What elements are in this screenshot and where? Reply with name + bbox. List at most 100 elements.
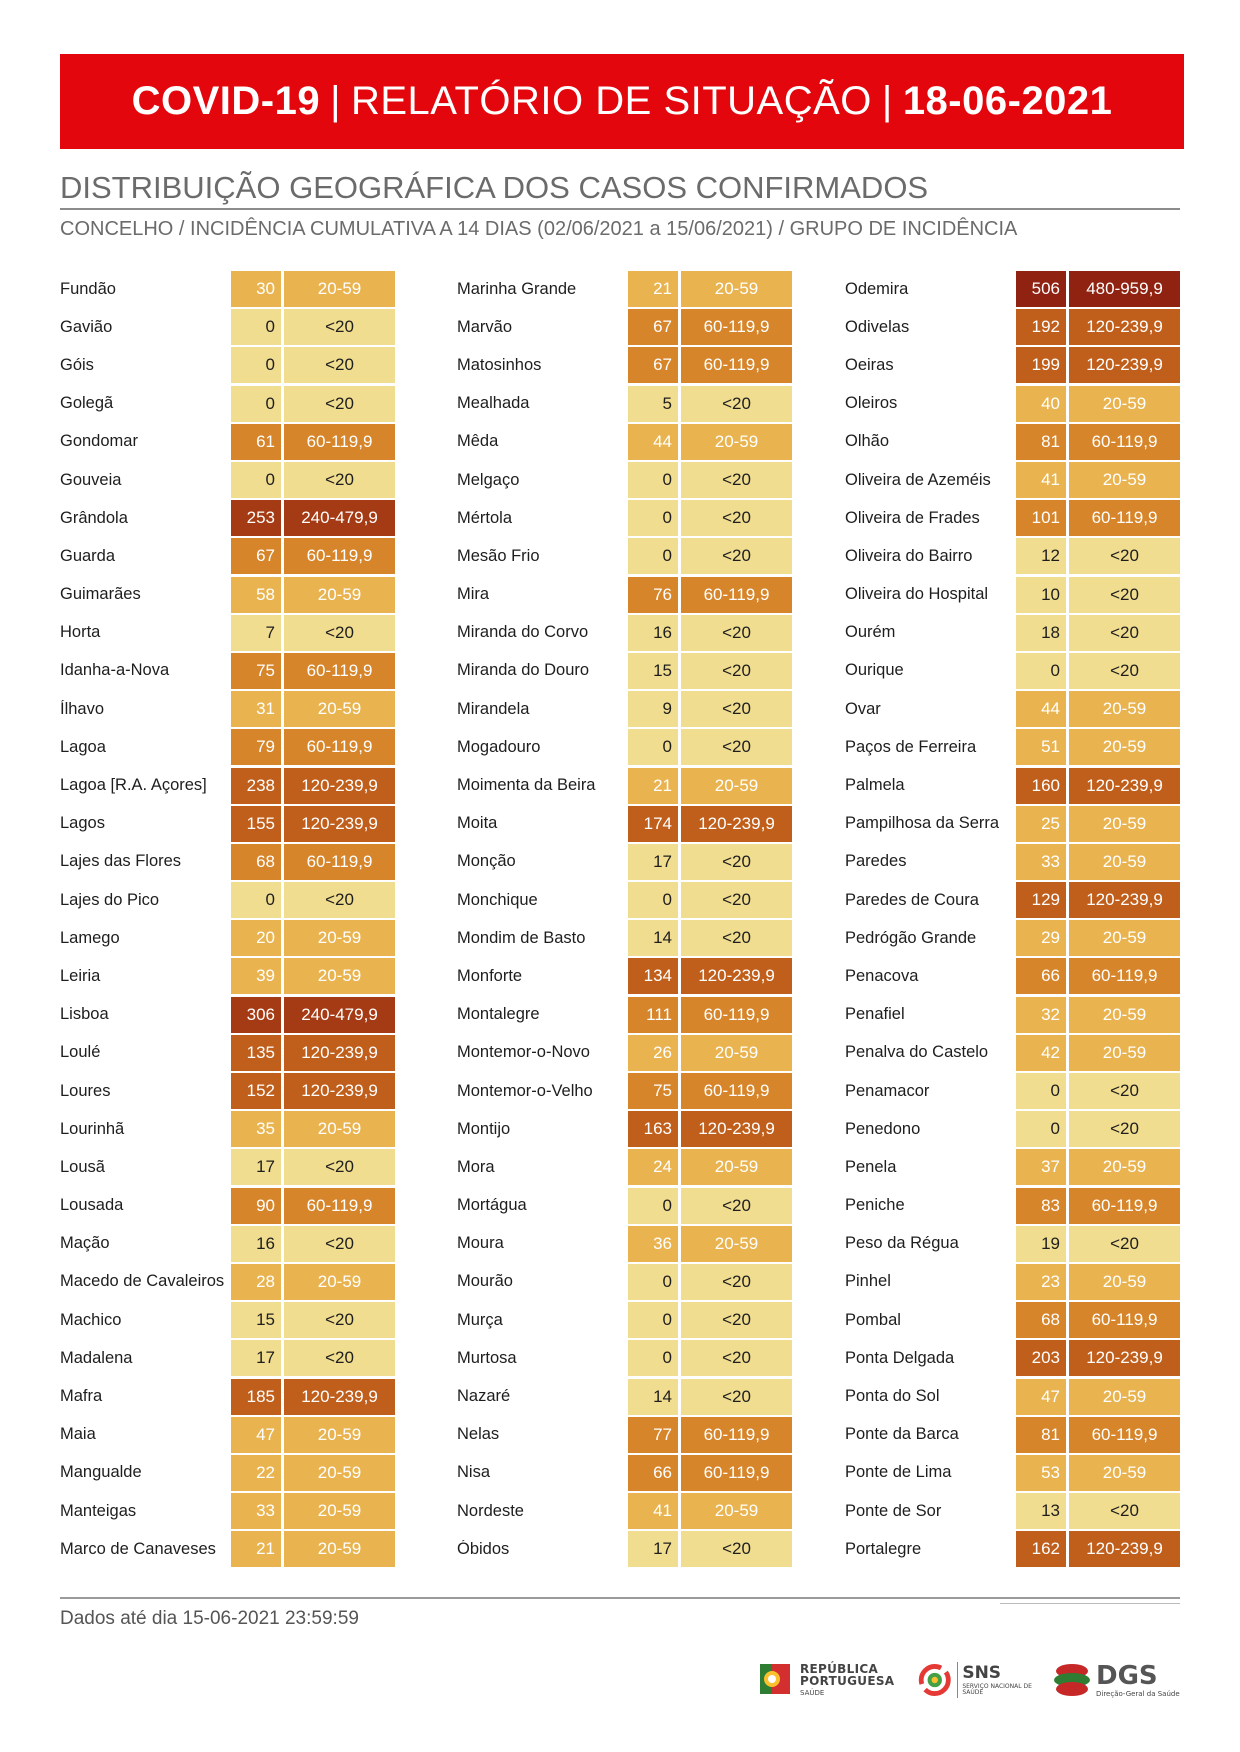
incidence-group: 20-59 bbox=[284, 1263, 395, 1300]
municipality-row: Murtosa 0 <20 bbox=[457, 1339, 793, 1377]
incidence-group: 20-59 bbox=[1069, 729, 1180, 766]
republica-emblem-icon bbox=[760, 1664, 790, 1694]
incidence-value: 17 bbox=[628, 1531, 678, 1568]
municipality-row: Machico 15 <20 bbox=[60, 1301, 396, 1339]
municipality-name: Góis bbox=[60, 355, 94, 374]
municipality-row: Horta 7 <20 bbox=[60, 614, 396, 652]
municipality-name: Miranda do Corvo bbox=[457, 623, 589, 642]
municipality-name: Ovar bbox=[845, 699, 881, 718]
incidence-value: 77 bbox=[628, 1416, 678, 1453]
municipality-row: Montijo 163 120-239,9 bbox=[457, 1110, 793, 1148]
incidence-value: 67 bbox=[231, 538, 281, 575]
incidence-value: 16 bbox=[231, 1225, 281, 1262]
municipality-row: Lourinhã 35 20-59 bbox=[60, 1110, 396, 1148]
incidence-group: 20-59 bbox=[284, 1454, 395, 1491]
incidence-group: 20-59 bbox=[1069, 920, 1180, 957]
municipality-name: Lagos bbox=[60, 814, 105, 833]
incidence-group: 60-119,9 bbox=[284, 652, 395, 689]
municipality-row: Pedrógão Grande 29 20-59 bbox=[845, 919, 1181, 957]
incidence-group: 20-59 bbox=[1069, 805, 1180, 842]
municipality-name: Murça bbox=[457, 1310, 503, 1329]
incidence-group: 120-239,9 bbox=[284, 767, 395, 804]
incidence-group: 60-119,9 bbox=[284, 538, 395, 575]
municipality-row: Monção 17 <20 bbox=[457, 843, 793, 881]
incidence-group: 120-239,9 bbox=[1069, 767, 1180, 804]
incidence-value: 253 bbox=[231, 500, 281, 537]
incidence-group: 20-59 bbox=[681, 1493, 792, 1530]
municipality-row: Paredes de Coura 129 120-239,9 bbox=[845, 881, 1181, 919]
incidence-value: 0 bbox=[628, 462, 678, 499]
municipality-name: Ílhavo bbox=[60, 699, 105, 718]
municipality-name: Oliveira do Hospital bbox=[845, 585, 989, 604]
municipality-row: Ponte da Barca 81 60-119,9 bbox=[845, 1416, 1181, 1454]
incidence-group: 60-119,9 bbox=[1069, 423, 1180, 460]
incidence-value: 26 bbox=[628, 1034, 678, 1071]
incidence-group: 20-59 bbox=[1069, 1454, 1180, 1491]
municipality-name: Nisa bbox=[457, 1463, 491, 1482]
incidence-group: <20 bbox=[1069, 538, 1180, 575]
municipality-name: Monforte bbox=[457, 966, 523, 985]
incidence-group: <20 bbox=[1069, 614, 1180, 651]
municipality-row: Guarda 67 60-119,9 bbox=[60, 537, 396, 575]
municipality-row: Lagos 155 120-239,9 bbox=[60, 805, 396, 843]
municipality-row: Penafiel 32 20-59 bbox=[845, 996, 1181, 1034]
municipality-name: Mourão bbox=[457, 1272, 513, 1291]
title-divider bbox=[60, 208, 1180, 210]
republica-portuguesa-logo: REPÚBLICA PORTUGUESA SAÚDE bbox=[758, 1655, 900, 1705]
incidence-value: 5 bbox=[628, 385, 678, 422]
incidence-group: <20 bbox=[1069, 1111, 1180, 1148]
municipality-row: Pombal 68 60-119,9 bbox=[845, 1301, 1181, 1339]
municipality-name: Odemira bbox=[845, 279, 909, 298]
municipality-row: Miranda do Douro 15 <20 bbox=[457, 652, 793, 690]
municipality-name: Ourique bbox=[845, 661, 904, 680]
incidence-value: 9 bbox=[628, 691, 678, 728]
incidence-value: 0 bbox=[1016, 652, 1066, 689]
municipality-row: Penamacor 0 <20 bbox=[845, 1072, 1181, 1110]
municipality-name: Montemor-o-Novo bbox=[457, 1043, 590, 1062]
incidence-value: 101 bbox=[1016, 500, 1066, 537]
incidence-value: 68 bbox=[1016, 1302, 1066, 1339]
incidence-group: <20 bbox=[284, 309, 395, 346]
sns-line1: SNS bbox=[962, 1662, 1002, 1683]
municipality-name: Guarda bbox=[60, 546, 116, 565]
incidence-group: <20 bbox=[284, 1340, 395, 1377]
municipality-name: Gondomar bbox=[60, 432, 138, 451]
incidence-value: 33 bbox=[1016, 843, 1066, 880]
incidence-group: <20 bbox=[284, 385, 395, 422]
incidence-value: 0 bbox=[628, 1187, 678, 1224]
municipality-name: Pinhel bbox=[845, 1272, 891, 1291]
municipality-name: Nelas bbox=[457, 1425, 500, 1444]
incidence-value: 152 bbox=[231, 1073, 281, 1110]
municipality-name: Monção bbox=[457, 852, 516, 871]
section-subtitle: CONCELHO / INCIDÊNCIA CUMULATIVA A 14 DI… bbox=[60, 218, 1018, 240]
municipality-name: Nordeste bbox=[457, 1501, 524, 1520]
municipality-name: Peso da Régua bbox=[845, 1234, 959, 1253]
incidence-group: 240-479,9 bbox=[284, 996, 395, 1033]
municipality-name: Ponta do Sol bbox=[845, 1387, 940, 1406]
incidence-group: 60-119,9 bbox=[681, 1073, 792, 1110]
municipality-row: Paços de Ferreira 51 20-59 bbox=[845, 728, 1181, 766]
incidence-group: 60-119,9 bbox=[681, 1416, 792, 1453]
municipality-row: Marco de Canaveses 21 20-59 bbox=[60, 1530, 396, 1568]
incidence-value: 66 bbox=[628, 1454, 678, 1491]
municipality-name: Penela bbox=[845, 1157, 897, 1176]
municipality-name: Manteigas bbox=[60, 1501, 137, 1520]
incidence-group: 20-59 bbox=[1069, 996, 1180, 1033]
municipality-column-1: Fundão 30 20-59 Gavião 0 <20 Góis 0 <20 Golegã 0 <2… bbox=[60, 270, 396, 1568]
incidence-value: 36 bbox=[628, 1225, 678, 1262]
incidence-group: 20-59 bbox=[681, 1149, 792, 1186]
incidence-group: <20 bbox=[284, 882, 395, 919]
incidence-group: <20 bbox=[681, 462, 792, 499]
banner-date: 18-06-2021 bbox=[902, 79, 1113, 123]
incidence-value: 10 bbox=[1016, 576, 1066, 613]
municipality-row: Lousã 17 <20 bbox=[60, 1148, 396, 1186]
republica-line3: SAÚDE bbox=[800, 1689, 825, 1697]
municipality-row: Moita 174 120-239,9 bbox=[457, 805, 793, 843]
incidence-group: 60-119,9 bbox=[1069, 500, 1180, 537]
municipality-name: Penamacor bbox=[845, 1081, 930, 1100]
incidence-value: 17 bbox=[231, 1149, 281, 1186]
incidence-value: 40 bbox=[1016, 385, 1066, 422]
municipality-row: Ourém 18 <20 bbox=[845, 614, 1181, 652]
incidence-group: <20 bbox=[681, 920, 792, 957]
republica-line2: PORTUGUESA bbox=[800, 1674, 895, 1688]
